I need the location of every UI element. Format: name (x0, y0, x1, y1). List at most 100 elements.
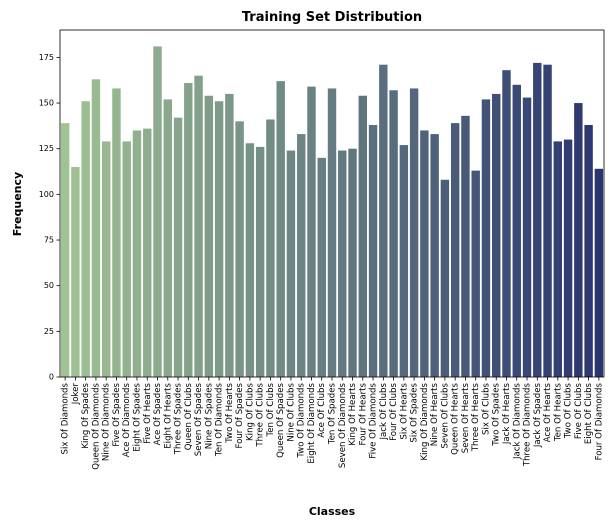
y-tick-label: 175 (39, 53, 54, 62)
bar-five-of-spades (112, 88, 121, 377)
y-tick-label: 75 (44, 236, 54, 245)
x-tick-label: Ten Of Diamonds (215, 382, 225, 457)
x-tick-label: Jack Of Hearts (502, 382, 512, 445)
bar-nine-of-hearts (430, 134, 439, 377)
bar-three-of-spades (173, 117, 183, 377)
x-tick-label: Two Of Diamonds (297, 382, 307, 458)
bar-two-of-hearts (225, 93, 234, 378)
bar-ten-of-diamonds (214, 101, 224, 377)
x-tick-label: King Of Hearts (348, 382, 358, 445)
bar-four-of-clubs (389, 90, 398, 378)
bar-seven-of-clubs (440, 179, 450, 377)
bar-four-of-diamonds (594, 168, 604, 377)
x-tick-label: Eight Of Hearts (163, 382, 173, 448)
bar-jack-of-spades (533, 62, 542, 378)
x-tick-label: Five Of Clubs (574, 382, 584, 439)
x-tick-label: Four Of Spades (235, 382, 245, 448)
x-axis-label: Classes (309, 505, 356, 518)
x-tick-label: Two Of Hearts (225, 382, 235, 443)
x-tick-label: Jack Of Spades (533, 382, 543, 448)
bar-six-of-clubs (481, 99, 491, 378)
bar-king-of-spades (81, 101, 90, 377)
bar-ten-of-clubs (266, 119, 275, 378)
plot-frame (59, 29, 605, 378)
x-tick-label: Ten Of Clubs (266, 382, 276, 437)
x-tick-label: Four Of Diamonds (594, 382, 604, 460)
x-tick-label: Jack Of Clubs (379, 382, 389, 440)
y-axis: 0 25 50 75 100 125 150 175 (39, 53, 60, 382)
x-tick-label: Seven Of Spades (194, 382, 204, 456)
x-tick-label: Ace Of Spades (153, 382, 163, 445)
y-tick-label: 0 (49, 373, 54, 382)
x-tick-label: Five Of Hearts (143, 382, 153, 443)
x-tick-label: Eight Of Diamonds (307, 382, 317, 463)
x-tick-label: Nine Of Hearts (430, 382, 440, 446)
bar-queen-of-spades (276, 81, 285, 377)
bar-ace-of-clubs (317, 157, 326, 377)
y-tick-label: 150 (39, 99, 54, 108)
y-axis-label: Frequency (11, 172, 24, 236)
x-tick-label: Queen Of Spades (276, 382, 286, 457)
x-tick-label: King Of Clubs (245, 382, 255, 440)
bar-jack-of-clubs (379, 64, 388, 377)
bar-ten-of-spades (327, 88, 337, 377)
bar-three-of-hearts (471, 170, 480, 377)
bar-ace-of-diamonds (122, 141, 131, 377)
y-tick-label: 25 (44, 327, 54, 336)
bar-four-of-spades (235, 121, 244, 377)
x-tick-label: Six Of Hearts (399, 382, 409, 439)
x-tick-label: Six Of Clubs (481, 382, 491, 434)
x-tick-label: Six Of Spades (410, 382, 420, 442)
bar-three-of-clubs (255, 146, 265, 377)
x-tick-label: King Of Spades (81, 382, 91, 448)
bar-king-of-clubs (245, 143, 255, 377)
x-tick-label: Queen Of Hearts (451, 382, 461, 454)
x-tick-label: Two Of Clubs (564, 382, 574, 439)
y-tick-label: 125 (39, 144, 54, 153)
bar-two-of-clubs (563, 139, 573, 377)
x-tick-label: Ace Of Diamonds (122, 382, 132, 457)
x-tick-label: Ten Of Hearts (553, 382, 563, 442)
x-tick-label: Nine Of Clubs (286, 382, 296, 441)
x-tick-label: Queen Of Diamonds (91, 382, 101, 469)
bar-two-of-diamonds (297, 134, 306, 377)
bar-jack-of-hearts (502, 70, 511, 378)
x-tick-label: Six Of Diamonds (61, 382, 71, 454)
x-tick-label: Three Of Clubs (256, 382, 266, 447)
bar-king-of-diamonds (420, 130, 429, 377)
bar-five-of-clubs (574, 103, 583, 378)
bar-six-of-spades (409, 88, 419, 377)
x-tick-label: Ace Of Clubs (317, 382, 327, 437)
bar-six-of-diamonds (60, 123, 70, 377)
x-tick-label: Two Of Spades (492, 382, 502, 446)
bar-joker (71, 166, 80, 377)
chart-title: Training Set Distribution (242, 10, 422, 25)
x-tick-label: Queen Of Clubs (184, 382, 194, 450)
bar-nine-of-spades (204, 95, 214, 377)
bar-four-of-hearts (358, 95, 367, 377)
x-tick-label: Seven Of Clubs (440, 382, 450, 448)
x-tick-label: Joker (71, 383, 81, 406)
bar-queen-of-clubs (184, 82, 193, 378)
x-axis: Six Of Diamonds Joker King Of Spades Queen … (61, 377, 604, 470)
x-tick-label: Four Of Hearts (358, 382, 368, 445)
x-tick-label: Five Of Spades (112, 382, 122, 446)
x-tick-label: King Of Diamonds (420, 382, 430, 460)
y-tick-label: 100 (39, 190, 54, 199)
bar-ace-of-spades (153, 46, 162, 377)
x-tick-label: Four Of Clubs (389, 382, 399, 440)
y-tick-label: 50 (44, 281, 54, 290)
bar-ace-of-hearts (543, 64, 552, 377)
bar-eight-of-clubs (584, 124, 593, 377)
bar-three-of-diamonds (522, 97, 532, 377)
bar-queen-of-diamonds (91, 79, 101, 377)
bar-seven-of-spades (194, 75, 203, 377)
bar-ten-of-hearts (553, 141, 563, 377)
bar-seven-of-diamonds (338, 150, 347, 377)
x-tick-label: Three Of Hearts (471, 382, 481, 452)
x-tick-label: Ten Of Spades (328, 382, 338, 445)
x-tick-label: Three Of Spades (174, 382, 184, 455)
bar-six-of-hearts (399, 145, 409, 377)
x-tick-label: Jack Of Diamonds (512, 382, 522, 460)
